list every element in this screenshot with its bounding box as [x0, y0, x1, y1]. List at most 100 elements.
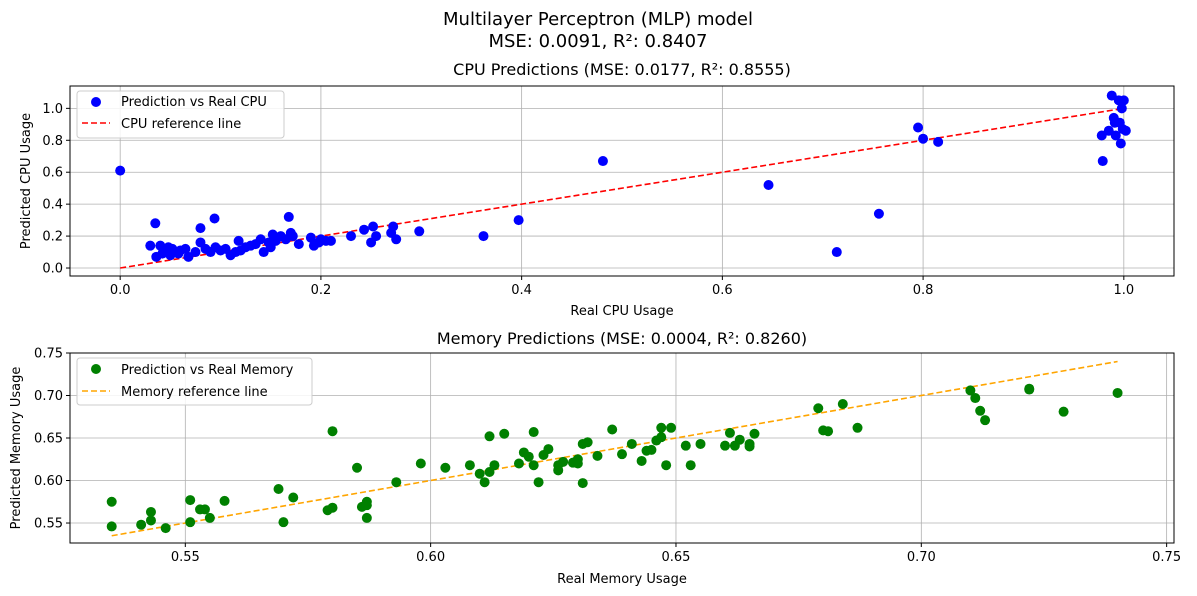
- memory-data-point: [361, 496, 372, 507]
- cpu-data-point: [258, 247, 269, 258]
- cpu-data-point: [1120, 125, 1131, 136]
- memory-data-point: [626, 438, 637, 449]
- cpu-data-point: [1103, 125, 1114, 136]
- cpu-data-point: [1116, 103, 1127, 114]
- cpu-reference-line-layer: [120, 107, 1124, 269]
- memory-grid: [70, 352, 1174, 543]
- memory-x-tick-label: 0.65: [661, 550, 690, 565]
- memory-data-point: [523, 451, 534, 462]
- cpu-x-tick-label: 0.6: [712, 283, 733, 298]
- memory-data-point: [352, 462, 363, 473]
- cpu-data-point: [293, 239, 304, 250]
- memory-data-point: [278, 517, 289, 528]
- memory-y-tick-label: 0.65: [34, 432, 63, 447]
- memory-data-point: [965, 385, 976, 396]
- cpu-data-point: [145, 240, 156, 251]
- cpu-x-tick-label: 0.0: [110, 283, 131, 298]
- cpu-data-point: [115, 165, 126, 176]
- memory-data-point: [327, 502, 338, 513]
- memory-legend: Prediction vs Real Memory Memory referen…: [76, 357, 313, 406]
- memory-x-tick-label: 0.55: [171, 550, 200, 565]
- memory-data-point: [204, 512, 215, 523]
- cpu-legend: Prediction vs Real CPU CPU reference lin…: [76, 90, 285, 139]
- memory-data-point: [724, 427, 735, 438]
- memory-x-tick-label: 0.70: [907, 550, 936, 565]
- cpu-data-point: [305, 232, 316, 243]
- memory-legend-label-scatter: Prediction vs Real Memory: [121, 363, 294, 378]
- cpu-data-point: [1110, 130, 1121, 141]
- cpu-data-point: [391, 234, 402, 245]
- cpu-x-tick-label: 0.4: [511, 283, 532, 298]
- figure-title: Multilayer Perceptron (MLP) model: [443, 9, 753, 30]
- memory-data-point: [975, 405, 986, 416]
- cpu-y-tick-label: 0.8: [42, 134, 63, 149]
- memory-data-point: [288, 492, 299, 503]
- memory-data-point: [980, 415, 991, 426]
- memory-data-point: [533, 477, 544, 488]
- memory-data-point: [361, 512, 372, 523]
- cpu-data-point: [597, 156, 608, 167]
- cpu-y-tick-label: 0.6: [42, 166, 63, 181]
- cpu-x-tick-label: 0.2: [311, 283, 332, 298]
- cpu-data-point: [255, 234, 266, 245]
- memory-reference-line-layer: [111, 360, 1118, 537]
- cpu-data-point: [180, 243, 191, 254]
- memory-data-point: [656, 422, 667, 433]
- memory-data-point: [577, 478, 588, 489]
- memory-data-point: [489, 460, 500, 471]
- memory-y-tick-label: 0.60: [34, 474, 63, 489]
- memory-reference-line: [111, 360, 1118, 537]
- memory-data-point: [617, 449, 627, 460]
- cpu-data-point: [1097, 156, 1108, 167]
- memory-scatter-points: [106, 383, 1123, 534]
- cpu-data-point: [933, 136, 944, 147]
- memory-tick-labels: 0.55 0.60 0.65 0.70 0.75 0.55 0.60 0.65 0.70 0.75: [34, 347, 1181, 566]
- cpu-data-point: [325, 235, 336, 246]
- cpu-predictions-panel: CPU Predictions (MSE: 0.0177, R²: 0.8555…: [19, 60, 1175, 319]
- memory-data-point: [145, 506, 156, 517]
- memory-x-tick-label: 0.60: [416, 550, 445, 565]
- memory-data-point: [744, 441, 755, 452]
- memory-data-point: [1112, 387, 1123, 398]
- memory-data-point: [484, 431, 495, 442]
- cpu-data-point: [346, 231, 357, 242]
- cpu-data-point: [1115, 138, 1126, 149]
- memory-y-tick-label: 0.55: [34, 517, 63, 532]
- memory-data-point: [837, 399, 848, 410]
- cpu-data-point: [150, 218, 161, 229]
- memory-y-axis-label: Predicted Memory Usage: [9, 367, 24, 530]
- cpu-y-tick-label: 0.2: [42, 230, 63, 245]
- cpu-x-axis-label: Real CPU Usage: [570, 304, 673, 319]
- memory-data-point: [680, 440, 691, 451]
- cpu-data-point: [1118, 95, 1129, 106]
- memory-data-point: [607, 424, 618, 435]
- memory-data-point: [749, 428, 760, 439]
- cpu-legend-label-line: CPU reference line: [121, 117, 241, 132]
- cpu-x-tick-label: 0.8: [913, 283, 934, 298]
- cpu-data-point: [414, 226, 425, 237]
- cpu-x-tick-label: 1.0: [1113, 283, 1134, 298]
- memory-data-point: [656, 432, 667, 443]
- memory-data-point: [327, 426, 338, 437]
- memory-data-point: [720, 440, 731, 451]
- memory-predictions-panel: Memory Predictions (MSE: 0.0004, R²: 0.8…: [9, 329, 1181, 587]
- cpu-data-point: [1106, 90, 1117, 101]
- memory-data-point: [513, 458, 524, 469]
- memory-data-point: [219, 495, 230, 506]
- memory-data-point: [479, 477, 490, 488]
- cpu-chart-title: CPU Predictions (MSE: 0.0177, R²: 0.8555…: [453, 60, 791, 79]
- memory-data-point: [1024, 384, 1035, 395]
- memory-data-point: [572, 454, 583, 465]
- memory-data-point: [499, 428, 510, 439]
- memory-data-point: [474, 468, 485, 479]
- cpu-data-point: [359, 224, 370, 235]
- cpu-axes-frame: [69, 85, 1175, 277]
- memory-data-point: [440, 462, 451, 473]
- memory-data-point: [636, 455, 647, 466]
- memory-data-point: [273, 484, 284, 495]
- memory-legend-marker-scatter: [91, 364, 101, 374]
- memory-data-point: [685, 460, 696, 471]
- cpu-data-point: [513, 215, 524, 226]
- memory-data-point: [592, 450, 603, 461]
